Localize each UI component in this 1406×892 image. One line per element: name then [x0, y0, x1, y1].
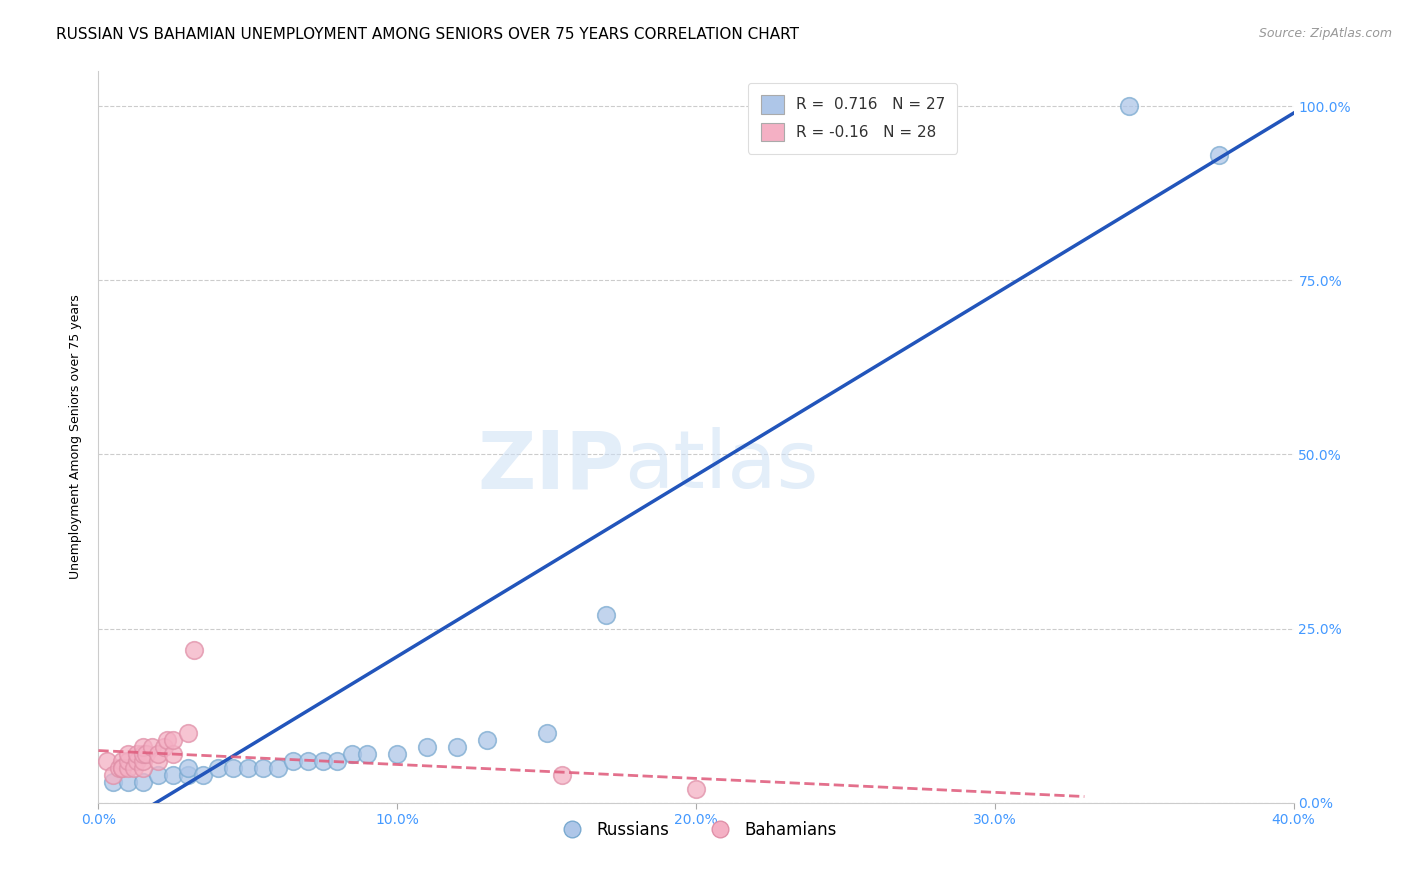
- Text: RUSSIAN VS BAHAMIAN UNEMPLOYMENT AMONG SENIORS OVER 75 YEARS CORRELATION CHART: RUSSIAN VS BAHAMIAN UNEMPLOYMENT AMONG S…: [56, 27, 799, 42]
- Point: [132, 747, 155, 761]
- Point: [156, 733, 179, 747]
- Point: [117, 754, 139, 768]
- Point: [1118, 99, 1140, 113]
- Point: [536, 726, 558, 740]
- Point: [550, 768, 572, 782]
- Point: [685, 781, 707, 796]
- Point: [326, 754, 349, 768]
- Point: [342, 747, 364, 761]
- Point: [111, 754, 134, 768]
- Point: [446, 740, 468, 755]
- Point: [162, 733, 184, 747]
- Point: [117, 775, 139, 789]
- Point: [132, 775, 155, 789]
- Point: [385, 747, 409, 761]
- Point: [103, 775, 125, 789]
- Point: [416, 740, 439, 755]
- Point: [148, 768, 170, 782]
- Point: [111, 761, 134, 775]
- Text: ZIP: ZIP: [477, 427, 624, 506]
- Point: [183, 642, 205, 657]
- Point: [1208, 148, 1230, 162]
- Point: [356, 747, 378, 761]
- Point: [177, 761, 200, 775]
- Point: [153, 740, 176, 755]
- Point: [127, 747, 149, 761]
- Point: [177, 768, 200, 782]
- Point: [595, 607, 617, 622]
- Point: [236, 761, 259, 775]
- Text: Source: ZipAtlas.com: Source: ZipAtlas.com: [1258, 27, 1392, 40]
- Point: [117, 747, 139, 761]
- Point: [177, 726, 200, 740]
- Text: atlas: atlas: [624, 427, 818, 506]
- Y-axis label: Unemployment Among Seniors over 75 years: Unemployment Among Seniors over 75 years: [69, 294, 83, 580]
- Point: [311, 754, 333, 768]
- Point: [127, 754, 149, 768]
- Point: [132, 740, 155, 755]
- Point: [135, 747, 157, 761]
- Point: [148, 747, 170, 761]
- Point: [222, 761, 245, 775]
- Point: [96, 754, 118, 768]
- Point: [111, 761, 134, 775]
- Point: [191, 768, 214, 782]
- Point: [117, 761, 139, 775]
- Point: [267, 761, 290, 775]
- Point: [475, 733, 498, 747]
- Point: [297, 754, 319, 768]
- Legend: Russians, Bahamians: Russians, Bahamians: [548, 814, 844, 846]
- Point: [103, 768, 125, 782]
- Point: [162, 747, 184, 761]
- Point: [162, 768, 184, 782]
- Point: [108, 761, 131, 775]
- Point: [124, 761, 146, 775]
- Point: [207, 761, 229, 775]
- Point: [148, 754, 170, 768]
- Point: [141, 740, 163, 755]
- Point: [252, 761, 274, 775]
- Point: [281, 754, 304, 768]
- Point: [132, 754, 155, 768]
- Point: [132, 761, 155, 775]
